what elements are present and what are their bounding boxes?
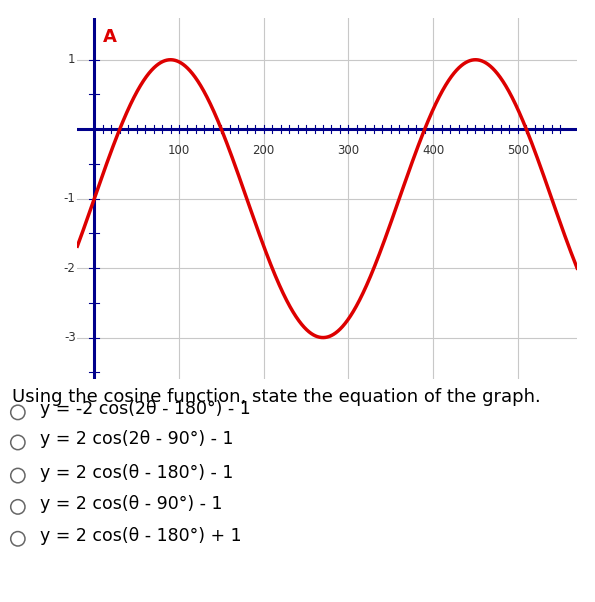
Text: 200: 200 [253,144,275,158]
Text: y = -2 cos(2θ - 180°) - 1: y = -2 cos(2θ - 180°) - 1 [40,400,250,418]
Text: y = 2 cos(θ - 180°) - 1: y = 2 cos(θ - 180°) - 1 [40,464,233,482]
Text: 400: 400 [422,144,444,158]
Text: A: A [103,28,117,46]
Text: -3: -3 [64,331,76,344]
Text: 500: 500 [507,144,529,158]
Text: Using the cosine function, state the equation of the graph.: Using the cosine function, state the equ… [12,388,541,406]
Text: y = 2 cos(θ - 180°) + 1: y = 2 cos(θ - 180°) + 1 [40,527,242,545]
Text: y = 2 cos(2θ - 90°) - 1: y = 2 cos(2θ - 90°) - 1 [40,430,233,448]
Text: 1: 1 [68,53,76,66]
Text: -1: -1 [64,192,76,205]
Text: -2: -2 [64,262,76,275]
Text: y = 2 cos(θ - 90°) - 1: y = 2 cos(θ - 90°) - 1 [40,495,223,513]
Text: 300: 300 [337,144,359,158]
Text: 100: 100 [168,144,190,158]
